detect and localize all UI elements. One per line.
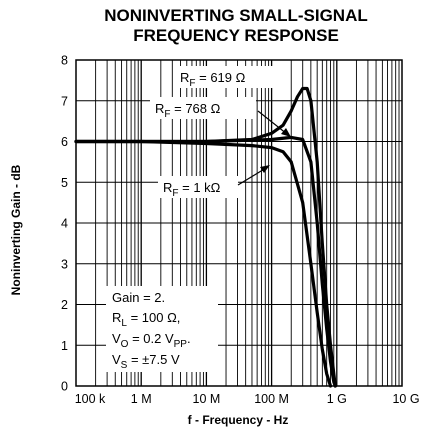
series-line-1: [74, 135, 337, 388]
test-conditions-box: Gain = 2. RL = 100 Ω, VO = 0.2 VPP. VS =…: [106, 286, 218, 372]
chart-title-line-1: NONINVERTING SMALL-SIGNAL: [104, 6, 368, 25]
series-labels: RF = 619 Ω RF = 768 Ω RF = 1 kΩ: [150, 66, 291, 199]
annotation-gain: Gain = 2.: [112, 290, 165, 305]
plot-frame: [75, 59, 403, 387]
x-tick-labels: 100 k 1 M 10 M 100 M 1 G 10 G: [75, 392, 420, 406]
annotation-vs: VS = ±7.5 V: [112, 352, 180, 371]
arrowhead-rf-768: [281, 128, 291, 137]
y-tick-label: 4: [61, 217, 68, 231]
chart-title-line-2: FREQUENCY RESPONSE: [133, 26, 339, 45]
label-rf-768: RF = 768 Ω: [155, 101, 221, 120]
series-lines: [74, 86, 337, 388]
y-tick-label: 8: [61, 54, 68, 68]
leader-line-rf-1k: [237, 167, 267, 186]
y-tick-label: 1: [61, 339, 68, 353]
x-tick-label: 10 G: [392, 392, 419, 406]
y-tick-label: 3: [61, 257, 68, 271]
x-tick-label: 100 M: [254, 392, 289, 406]
y-tick-label: 6: [61, 135, 68, 149]
y-tick-label: 7: [61, 94, 68, 108]
x-tick-label: 1 G: [327, 392, 347, 406]
label-rf-1k: RF = 1 kΩ: [163, 180, 221, 199]
y-tick-labels: 0 1 2 3 4 5 6 7 8: [61, 54, 68, 394]
x-tick-label: 10 M: [193, 392, 221, 406]
x-axis-label: f - Frequency - Hz: [188, 413, 289, 427]
annotation-vo: VO = 0.2 VPP.: [112, 331, 191, 350]
leader-line-rf-768: [257, 110, 288, 135]
y-axis-label: Noninverting Gain - dB: [9, 164, 23, 295]
label-rf-619: RF = 619 Ω: [180, 70, 246, 89]
x-tick-label: 1 M: [131, 392, 152, 406]
y-tick-label: 2: [61, 298, 68, 312]
y-tick-label: 0: [61, 380, 68, 394]
series-line-2: [74, 139, 333, 388]
arrowhead-rf-1k: [260, 165, 270, 173]
y-tick-label: 5: [61, 176, 68, 190]
annotation-rl: RL = 100 Ω,: [112, 310, 180, 329]
x-tick-label: 100 k: [75, 392, 106, 406]
